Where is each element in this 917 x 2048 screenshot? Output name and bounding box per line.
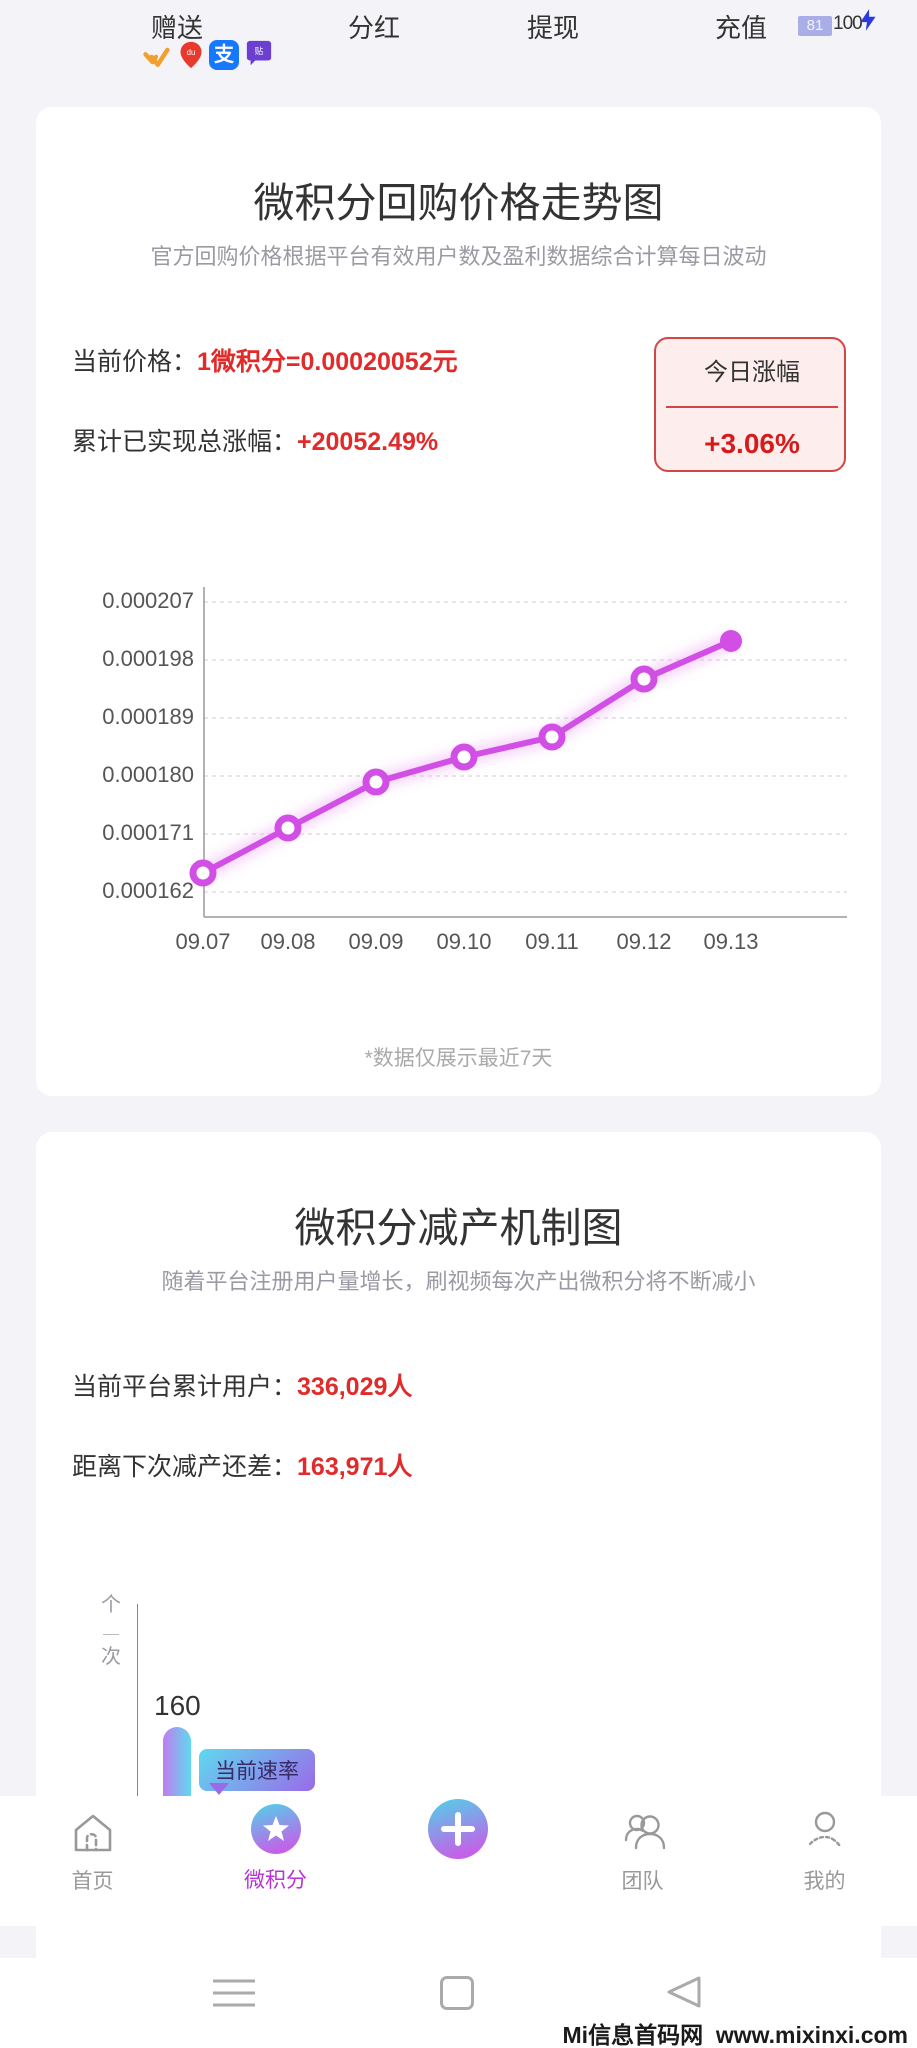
svg-text:09.09: 09.09 bbox=[348, 929, 403, 954]
svg-text:09.07: 09.07 bbox=[175, 929, 230, 954]
svg-text:0.000207: 0.000207 bbox=[102, 588, 194, 613]
svg-text:0.000162: 0.000162 bbox=[102, 878, 194, 903]
svg-text:09.08: 09.08 bbox=[260, 929, 315, 954]
svg-text:09.13: 09.13 bbox=[703, 929, 758, 954]
svg-text:0.000189: 0.000189 bbox=[102, 704, 194, 729]
svg-text:0.000180: 0.000180 bbox=[102, 762, 194, 787]
svg-text:0.000198: 0.000198 bbox=[102, 646, 194, 671]
svg-text:09.10: 09.10 bbox=[436, 929, 491, 954]
svg-text:du: du bbox=[187, 48, 196, 57]
svg-text:贴: 贴 bbox=[255, 46, 264, 56]
svg-text:09.11: 09.11 bbox=[525, 929, 578, 954]
svg-text:0.000171: 0.000171 bbox=[102, 820, 194, 845]
svg-text:09.12: 09.12 bbox=[616, 929, 671, 954]
